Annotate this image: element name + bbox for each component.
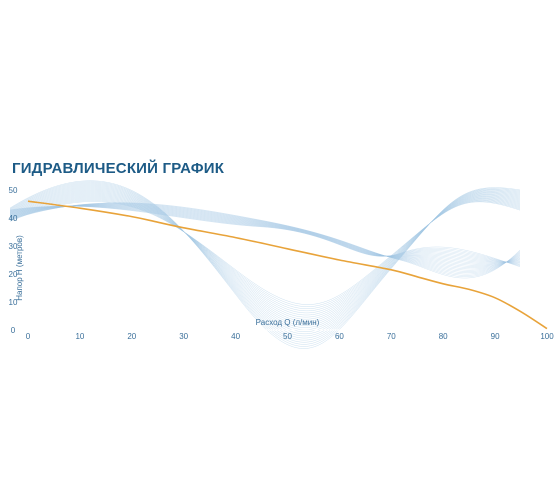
x-tick-label: 40 xyxy=(231,332,240,341)
chart-plot: 0 10 20 30 40 50 0 10 20 30 40 50 60 70 80 90 100 Напор… xyxy=(9,180,555,349)
x-tick-label: 80 xyxy=(439,332,448,341)
y-tick-label: 50 xyxy=(9,186,18,195)
series-group xyxy=(27,200,548,330)
x-tick-label: 30 xyxy=(179,332,188,341)
x-tick-label: 50 xyxy=(283,332,292,341)
decor-wave-line xyxy=(9,203,521,276)
y-tick-label: 40 xyxy=(9,214,18,223)
x-tick-label: 0 xyxy=(26,332,31,341)
decor-wave-line xyxy=(9,204,521,271)
x-tick-label: 20 xyxy=(127,332,136,341)
x-tick-label: 70 xyxy=(387,332,396,341)
x-axis-ticks: 0 10 20 30 40 50 60 70 80 90 100 xyxy=(26,332,554,341)
x-axis-label: Расход Q (л/мин) xyxy=(256,318,320,327)
decor-wave-line xyxy=(9,204,521,270)
decor-wave-line xyxy=(9,205,521,264)
x-tick-label: 60 xyxy=(335,332,344,341)
decor-wave-line xyxy=(9,184,521,341)
decor-wave-line xyxy=(9,205,521,264)
decor-wave-line xyxy=(9,205,521,264)
y-tick-label: 30 xyxy=(9,242,18,251)
x-tick-label: 90 xyxy=(491,332,500,341)
y-tick-label: 10 xyxy=(9,298,18,307)
decor-wave-line xyxy=(9,203,521,272)
decor-wave-line xyxy=(9,205,521,263)
x-tick-label: 10 xyxy=(75,332,84,341)
y-axis-label: Напор Н (метров) xyxy=(15,235,24,301)
decor-wave-line xyxy=(9,205,521,266)
decor-wave-line xyxy=(9,205,521,265)
decor-wave-line xyxy=(9,201,521,305)
chart-title: ГИДРАВЛИЧЕСКИЙ ГРАФИК xyxy=(12,160,225,177)
decor-wave-line xyxy=(9,199,521,309)
pump-curve-line xyxy=(27,200,548,330)
y-tick-label: 0 xyxy=(11,326,16,335)
decor-wave-line xyxy=(9,205,521,267)
y-axis-ticks: 0 10 20 30 40 50 xyxy=(9,186,18,335)
hydraulic-chart: ГИДРАВЛИЧЕСКИЙ ГРАФИК 0 10 20 30 40 50 0 10 20 3… xyxy=(0,150,560,350)
decor-wave-line xyxy=(9,205,521,263)
decor-wave-line xyxy=(9,202,521,279)
decor-wave-line xyxy=(9,205,521,268)
decor-wave-line xyxy=(9,205,521,263)
x-tick-label: 100 xyxy=(540,332,554,341)
decor-wave-line xyxy=(9,205,521,266)
decor-wave-line xyxy=(9,203,521,274)
decor-wave-line xyxy=(9,204,521,267)
decor-wave-line xyxy=(9,204,521,268)
decor-wave-line xyxy=(9,205,521,265)
decor-wave-line xyxy=(9,203,521,275)
y-tick-label: 20 xyxy=(9,270,18,279)
background-wave-decoration xyxy=(9,180,521,349)
